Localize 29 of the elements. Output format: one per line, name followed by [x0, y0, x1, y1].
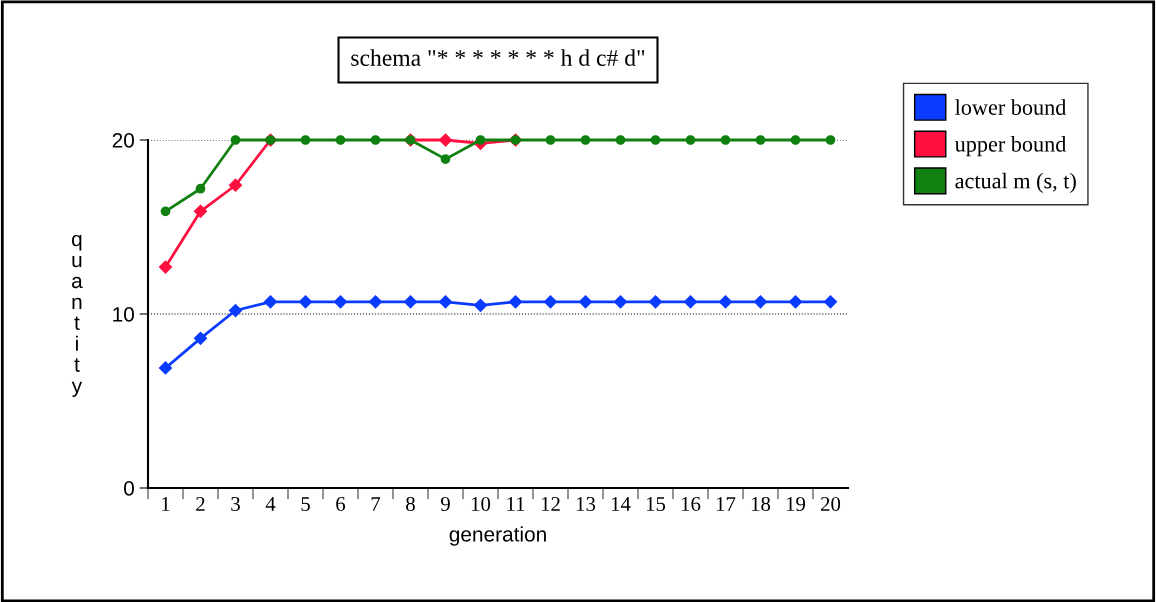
- x-tick-label: 9: [440, 496, 450, 511]
- y-tick-label: 20: [112, 133, 134, 148]
- x-tick-label: 6: [336, 496, 346, 511]
- legend-label: actual m (s, t): [955, 172, 1076, 193]
- x-tick-label: 12: [541, 496, 560, 511]
- x-tick-label: 4: [265, 497, 276, 511]
- legend-label: upper bound: [954, 136, 1067, 157]
- x-tick-label: 14: [611, 497, 631, 511]
- x-tick-label: 11: [507, 497, 525, 511]
- x-tick-label: 2: [196, 496, 205, 511]
- legend-label: lower bound: [955, 99, 1067, 115]
- y-axis-title: quantity: [71, 234, 83, 397]
- chart-title: schema "* * * * * * * h d c# d": [351, 49, 645, 66]
- x-tick-label: 16: [681, 496, 701, 511]
- x-tick-label: 20: [821, 496, 841, 511]
- x-tick-label: 10: [471, 496, 491, 511]
- x-tick-label: 15: [646, 497, 666, 511]
- y-tick-label: 10: [113, 307, 134, 322]
- x-axis-title: generation: [449, 526, 546, 546]
- x-tick-label: 13: [576, 496, 596, 511]
- x-tick-label: 19: [786, 496, 806, 511]
- x-tick-label: 5: [301, 497, 310, 511]
- x-tick-label: 1: [162, 497, 170, 511]
- y-tick-label: 0: [124, 481, 134, 496]
- x-tick-label: 3: [231, 496, 240, 511]
- x-tick-label: 8: [406, 496, 415, 511]
- x-tick-label: 7: [371, 497, 381, 511]
- x-tick-label: 18: [751, 496, 771, 511]
- x-tick-label: 17: [716, 497, 736, 511]
